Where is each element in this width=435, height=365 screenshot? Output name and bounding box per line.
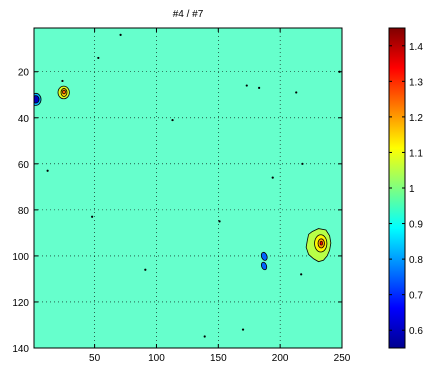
high-region-peak — [319, 241, 323, 246]
colorbar-tick-label: 0.9 — [409, 220, 423, 231]
x-tick-label: 50 — [89, 353, 101, 364]
contour-speck — [171, 118, 174, 122]
contour-speck — [97, 56, 100, 60]
y-tick-label: 140 — [12, 344, 29, 355]
x-tick-label: 150 — [210, 353, 227, 364]
contour-speck — [245, 84, 248, 87]
x-axis-ticks: 50 100 150 200 250 — [89, 28, 351, 364]
contour-speck — [203, 335, 206, 338]
plot-frame — [33, 27, 343, 349]
x-tick-label: 200 — [272, 353, 289, 364]
colorbar-tick-label: 0.6 — [409, 326, 423, 337]
colorbar-tick-label: 0.8 — [409, 255, 423, 266]
y-tick-label: 60 — [18, 160, 30, 171]
colorbar-tick-label: 1.1 — [409, 148, 423, 159]
contour-speck — [258, 86, 261, 89]
contour-speck — [241, 328, 245, 331]
chart-title: #4 / #7 — [173, 9, 204, 20]
contour-features — [34, 85, 332, 271]
plot-area — [34, 28, 342, 348]
colorbar-ticks: 0.6 0.7 0.8 0.9 1 1.1 1.2 1.3 1.4 — [389, 42, 423, 337]
colorbar-tick-label: 1 — [409, 184, 415, 195]
contour-speck — [119, 33, 122, 37]
y-tick-label: 80 — [18, 206, 30, 217]
grid-lines — [34, 28, 342, 348]
x-tick-label: 100 — [148, 353, 165, 364]
x-tick-label: 250 — [334, 353, 351, 364]
contour-speck — [301, 162, 304, 165]
contour-speck — [300, 273, 303, 276]
colorbar-tick-label: 1.3 — [409, 77, 423, 88]
colorbar-tick-label: 1.4 — [409, 42, 423, 53]
contour-speck — [91, 215, 94, 218]
contour-speck — [271, 176, 274, 179]
colorbar-tick-label: 1.2 — [409, 113, 423, 124]
high-region-core — [62, 89, 66, 95]
contour-speck — [144, 268, 147, 271]
contour-speck — [295, 91, 298, 94]
low-region-upper — [260, 251, 268, 261]
contour-speck — [218, 220, 221, 223]
colorbar-tick-label: 0.7 — [409, 291, 423, 302]
low-region-lower — [260, 261, 268, 271]
y-tick-label: 40 — [18, 114, 30, 125]
y-tick-label: 120 — [12, 298, 29, 309]
low-region-core — [34, 95, 40, 104]
contour-speck — [46, 169, 49, 172]
contour-speck — [61, 79, 64, 83]
y-tick-label: 20 — [18, 68, 30, 79]
y-axis-ticks: 20 40 60 80 100 120 140 — [12, 68, 342, 355]
y-tick-label: 100 — [12, 252, 29, 263]
contour-specks — [46, 33, 341, 338]
